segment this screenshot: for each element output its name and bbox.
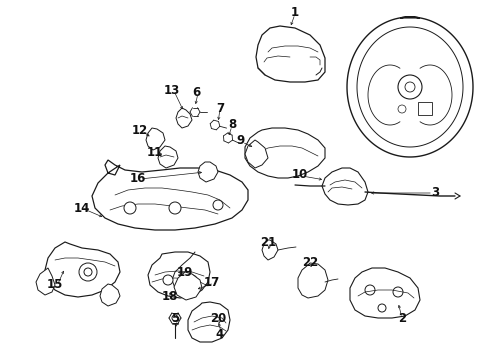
Text: 16: 16 — [130, 171, 146, 184]
Text: 10: 10 — [292, 168, 308, 181]
Text: 14: 14 — [74, 202, 90, 215]
Text: 17: 17 — [204, 275, 220, 288]
Polygon shape — [158, 146, 178, 168]
Text: 19: 19 — [177, 266, 193, 279]
Circle shape — [79, 263, 97, 281]
Circle shape — [393, 287, 403, 297]
Polygon shape — [256, 26, 325, 82]
Text: 21: 21 — [260, 235, 276, 248]
Polygon shape — [298, 263, 328, 298]
Text: 20: 20 — [210, 311, 226, 324]
Circle shape — [172, 315, 178, 321]
Circle shape — [169, 202, 181, 214]
Circle shape — [405, 82, 415, 92]
Polygon shape — [188, 302, 230, 342]
Text: 2: 2 — [398, 311, 406, 324]
Polygon shape — [146, 128, 165, 150]
Text: 9: 9 — [236, 134, 244, 147]
Polygon shape — [357, 27, 463, 147]
Polygon shape — [92, 160, 248, 230]
Text: 4: 4 — [216, 328, 224, 341]
Polygon shape — [148, 252, 210, 298]
Circle shape — [213, 200, 223, 210]
Polygon shape — [262, 240, 278, 260]
Text: 6: 6 — [192, 85, 200, 99]
Text: 5: 5 — [171, 311, 179, 324]
Text: 11: 11 — [147, 145, 163, 158]
Text: 7: 7 — [216, 102, 224, 114]
Polygon shape — [174, 272, 202, 300]
Polygon shape — [100, 284, 120, 306]
Text: 12: 12 — [132, 123, 148, 136]
Polygon shape — [245, 140, 268, 168]
Text: 1: 1 — [291, 5, 299, 18]
Text: 8: 8 — [228, 117, 236, 130]
Text: 15: 15 — [47, 279, 63, 292]
Polygon shape — [350, 268, 420, 318]
Polygon shape — [198, 162, 218, 182]
Circle shape — [163, 275, 173, 285]
Circle shape — [398, 75, 422, 99]
Polygon shape — [36, 268, 55, 295]
Circle shape — [398, 105, 406, 113]
Circle shape — [378, 304, 386, 312]
Polygon shape — [245, 128, 325, 178]
Circle shape — [365, 285, 375, 295]
Circle shape — [124, 202, 136, 214]
Circle shape — [187, 275, 197, 285]
Text: 3: 3 — [431, 185, 439, 198]
Polygon shape — [347, 17, 473, 157]
Polygon shape — [45, 242, 120, 297]
Text: 18: 18 — [162, 289, 178, 302]
Text: 13: 13 — [164, 84, 180, 96]
Polygon shape — [418, 102, 432, 115]
Polygon shape — [322, 168, 368, 205]
Circle shape — [84, 268, 92, 276]
Polygon shape — [176, 108, 192, 128]
Text: 22: 22 — [302, 256, 318, 269]
